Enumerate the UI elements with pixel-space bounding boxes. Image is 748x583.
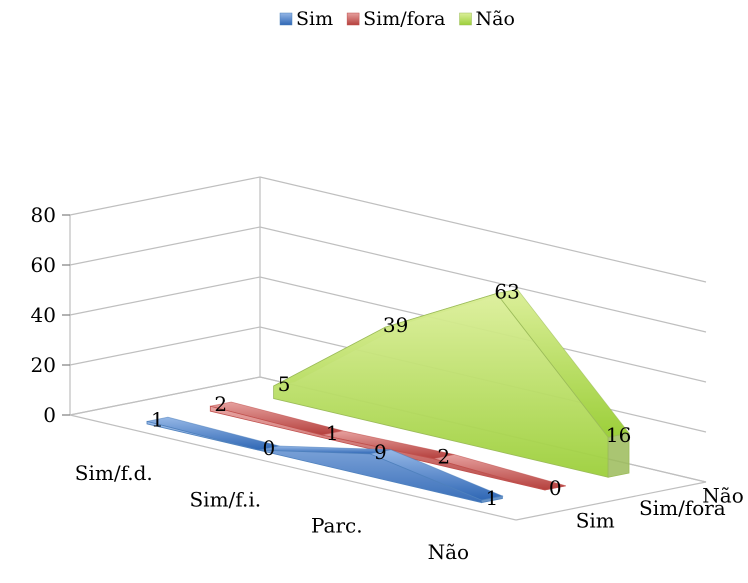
area-endcap-sim-fora bbox=[544, 485, 566, 491]
y-tick-label-40: 40 bbox=[31, 303, 56, 327]
data-label-sim-sim-f-i: 0 bbox=[263, 436, 276, 460]
area-front-sim-fora bbox=[209, 405, 545, 491]
floor-front-edge bbox=[69, 414, 517, 521]
depth-tick-label-sim-fora: Sim/fora bbox=[639, 496, 726, 520]
data-label-sim-nao: 1 bbox=[486, 486, 499, 510]
data-label-sim-fora-nao: 0 bbox=[549, 476, 562, 500]
area-endcap-sim bbox=[481, 495, 503, 504]
data-label-nao-parc: 63 bbox=[494, 280, 519, 304]
gridline-y-60 bbox=[69, 226, 707, 333]
legend-swatch-sim-fora bbox=[346, 12, 360, 26]
y-tick-label-20: 20 bbox=[31, 353, 56, 377]
floor-right-edge bbox=[515, 481, 707, 521]
legend-swatch-nao bbox=[459, 12, 472, 26]
legend-label-sim-fora: Sim/fora bbox=[363, 8, 445, 30]
legend-label-nao: Não bbox=[476, 8, 515, 30]
data-label-nao-nao: 16 bbox=[606, 423, 631, 447]
data-label-sim-sim-f-d: 1 bbox=[151, 407, 164, 431]
legend-label-sim: Sim bbox=[296, 8, 333, 30]
area-endcap-nao bbox=[607, 432, 630, 478]
data-label-sim-fora-sim-f-d: 2 bbox=[214, 392, 227, 416]
data-label-sim-fora-sim-f-i: 1 bbox=[326, 421, 339, 445]
gridline-y-80 bbox=[69, 176, 707, 283]
y-tick-label-60: 60 bbox=[31, 253, 56, 277]
data-label-nao-sim-f-i: 39 bbox=[383, 313, 408, 337]
x-tick-label-parc: Parc. bbox=[311, 514, 363, 538]
y-tick-label-80: 80 bbox=[31, 203, 56, 227]
x-tick-label-nao: Não bbox=[428, 540, 469, 564]
data-label-sim-parc: 9 bbox=[374, 440, 387, 464]
series-group: 5 39 63 16 2 1 2 0 1 0 9 1 bbox=[146, 280, 631, 510]
series-sim: 1 0 9 1 bbox=[146, 407, 504, 510]
legend: Sim Sim/fora Não bbox=[279, 8, 515, 30]
series-sim-fora: 2 1 2 0 bbox=[209, 392, 566, 500]
depth-tick-label-sim: Sim bbox=[576, 509, 615, 533]
data-label-nao-sim-f-d: 5 bbox=[278, 372, 291, 396]
x-tick-label-sim-f-d: Sim/f.d. bbox=[75, 461, 153, 485]
depth-tick-label-nao: Não bbox=[702, 483, 743, 507]
y-axis-ticks: 0 20 40 60 80 bbox=[31, 203, 70, 427]
series-nao: 5 39 63 16 bbox=[273, 280, 631, 478]
x-tick-label-sim-f-i: Sim/f.i. bbox=[189, 487, 261, 511]
data-label-sim-fora-parc: 2 bbox=[437, 445, 450, 469]
legend-swatch-sim bbox=[279, 12, 293, 26]
y-tick-label-0: 0 bbox=[43, 403, 56, 427]
x-axis-ticks: Sim/f.d. Sim/f.i. Parc. Não bbox=[75, 461, 469, 564]
